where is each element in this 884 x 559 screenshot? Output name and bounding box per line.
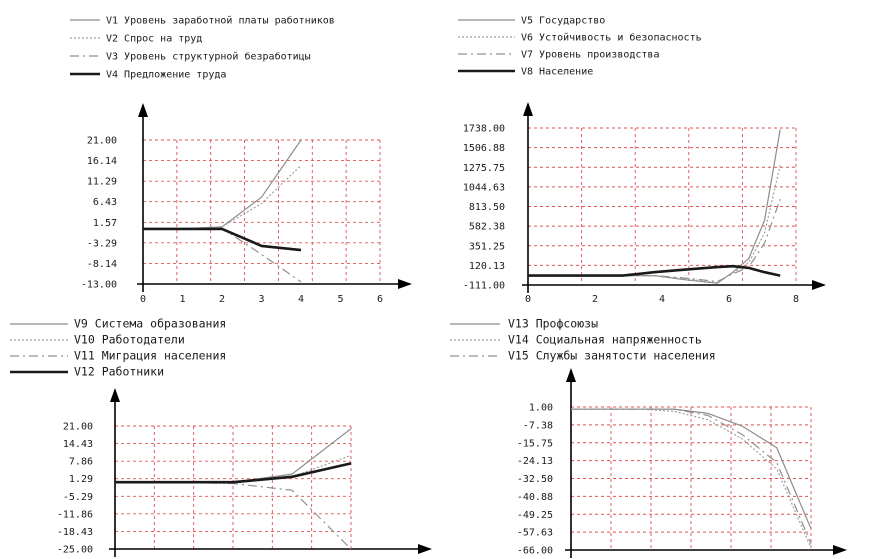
y-tick-label: -25.00 (57, 545, 93, 556)
series-line-v1 (143, 139, 302, 230)
y-tick-label: 351.25 (469, 241, 505, 252)
y-axis-arrow (523, 102, 533, 116)
y-tick-label: -24.13 (517, 456, 553, 467)
y-tick-label: 1.29 (69, 474, 93, 485)
legend-label: V1 Уровень заработной платы работников (106, 15, 335, 27)
y-tick-label: -49.25 (517, 510, 553, 521)
chart-panel-2: 1738.00 1506.88 1275.75 1044.63 813.50 582.38… (458, 16, 826, 305)
legend-label: V15 Службы занятости населения (508, 349, 716, 363)
x-tick-label: 3 (258, 294, 264, 305)
x-axis-arrow (833, 545, 847, 555)
legend-label: V7 Уровень производства (521, 50, 659, 61)
x-axis-arrow (418, 544, 432, 554)
y-tick-label: -111.00 (463, 281, 505, 292)
chart-panel-3: 21.00 14.43 7.86 1.29 -5.29 -11.86 -18.43 -25.0… (10, 317, 432, 557)
y-tick-label: 1738.00 (463, 124, 505, 135)
y-tick-label: 1.00 (529, 403, 553, 414)
legend-label: V2 Спрос на труд (106, 34, 202, 45)
legend-label: V5 Государство (521, 16, 605, 27)
series-line-v3 (143, 227, 302, 283)
x-tick-label: 0 (525, 294, 531, 305)
series-line-v15 (571, 408, 812, 544)
x-tick-label: 2 (219, 294, 225, 305)
series-line-v7 (528, 198, 781, 283)
y-tick-label: 1.57 (93, 218, 117, 229)
x-tick-label: 4 (659, 294, 665, 305)
x-axis-arrow (812, 280, 826, 290)
y-tick-label: 16.14 (87, 156, 117, 167)
series-line-v12 (115, 462, 352, 484)
x-tick-label: 6 (377, 294, 383, 305)
y-tick-label: 11.29 (87, 177, 117, 188)
x-tick-label: 6 (726, 294, 732, 305)
chart-panel-4: 1.00 -7.38 -15.75 -24.13 -32.50 -40.88 -49.25 -… (450, 317, 847, 558)
legend-label: V14 Социальная напряженность (508, 333, 702, 347)
legend-label: V9 Система образования (74, 317, 226, 331)
y-tick-label: -40.88 (517, 492, 553, 503)
y-axis-arrow (110, 388, 120, 402)
x-tick-label: 8 (793, 294, 799, 305)
x-tick-label: 1 (179, 294, 185, 305)
y-tick-label: -57.63 (517, 528, 553, 539)
y-tick-label: 1275.75 (463, 163, 505, 174)
y-tick-label: -13.00 (81, 280, 117, 291)
legend-label: V12 Работники (74, 365, 164, 379)
x-tick-label: 4 (298, 294, 304, 305)
x-tick-label: 0 (140, 294, 146, 305)
y-tick-label: 120.13 (469, 261, 505, 272)
legend-label: V4 Предложение труда (106, 70, 226, 81)
legend-label: V8 Население (521, 67, 593, 78)
legend-label: V13 Профсоюзы (508, 317, 598, 331)
y-tick-label: -15.75 (517, 438, 553, 449)
y-tick-label: 14.43 (63, 439, 93, 450)
y-axis-arrow (566, 368, 576, 382)
y-tick-label: -11.86 (57, 509, 93, 520)
y-tick-label: 7.86 (69, 457, 93, 468)
legend-label: V11 Миграция населения (74, 349, 226, 363)
y-tick-label: -66.00 (517, 546, 553, 557)
x-axis-arrow (398, 279, 412, 289)
y-tick-label: -18.43 (57, 527, 93, 538)
legend-label: V3 Уровень структурной безработицы (106, 51, 311, 63)
y-tick-label: 6.43 (93, 197, 117, 208)
y-tick-label: -32.50 (517, 474, 553, 485)
y-axis-arrow (138, 103, 148, 117)
y-tick-label: -7.38 (523, 420, 553, 431)
y-tick-label: 21.00 (87, 136, 117, 147)
y-tick-label: 21.00 (63, 422, 93, 433)
y-tick-label: 1044.63 (463, 182, 505, 193)
y-tick-label: 582.38 (469, 222, 505, 233)
legend-label: V6 Устойчивость и безопасность (521, 32, 702, 44)
chart-panel-1: 21.00 16.14 11.29 6.43 1.57 -3.29 -8.14 -13.00 0… (70, 15, 412, 305)
y-tick-label: -8.14 (87, 259, 117, 270)
x-tick-label: 2 (592, 294, 598, 305)
series-line-v8 (528, 264, 781, 277)
y-tick-label: -3.29 (87, 238, 117, 249)
series-line-v4 (143, 227, 302, 252)
y-tick-label: 1506.88 (463, 143, 505, 154)
x-tick-label: 5 (337, 294, 343, 305)
y-tick-label: -5.29 (63, 492, 93, 503)
y-tick-label: 813.50 (469, 202, 505, 213)
legend-label: V10 Работодатели (74, 333, 185, 347)
